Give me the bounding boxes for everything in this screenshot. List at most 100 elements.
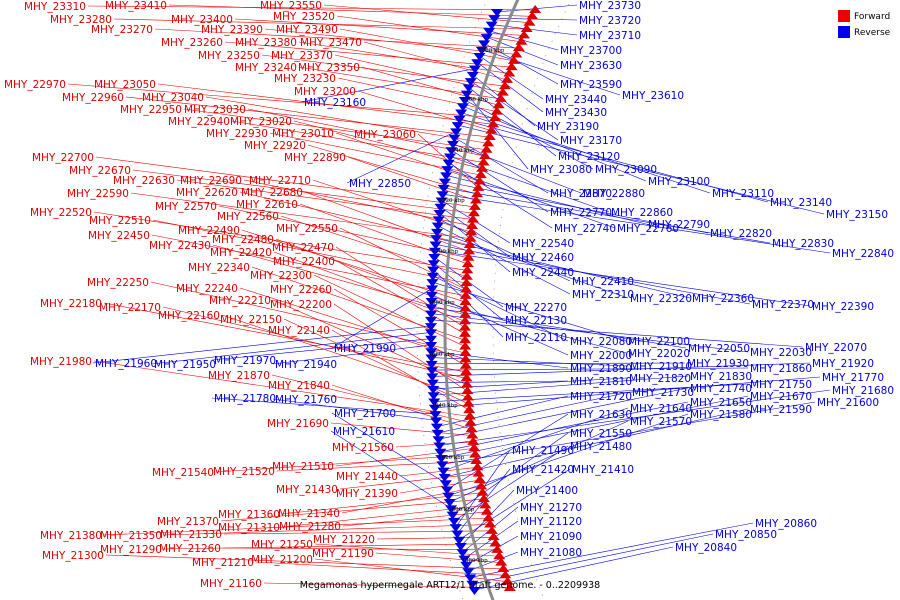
reverse-gene-label[interactable]: MHY_22760 — [617, 223, 679, 235]
reverse-gene-label[interactable]: MHY_22030 — [750, 347, 812, 359]
reverse-gene-label[interactable]: MHY_22100 — [628, 336, 690, 348]
reverse-gene-label[interactable]: MHY_22740 — [554, 223, 616, 235]
forward-gene-label[interactable]: MHY_22260 — [270, 284, 332, 296]
forward-gene-label[interactable]: MHY_22430 — [149, 240, 211, 252]
reverse-gene-label[interactable]: MHY_21680 — [832, 385, 894, 397]
forward-gene-label[interactable]: MHY_22670 — [69, 165, 131, 177]
forward-gene-label[interactable]: MHY_22210 — [209, 295, 271, 307]
forward-gene-label[interactable]: MHY_22340 — [188, 262, 250, 274]
forward-gene-label[interactable]: MHY_22520 — [30, 207, 92, 219]
reverse-gene-label[interactable]: MHY_22050 — [688, 343, 750, 355]
forward-gene-label[interactable]: MHY_22300 — [250, 270, 312, 282]
reverse-gene-label[interactable]: MHY_22440 — [512, 267, 574, 279]
forward-gene-label[interactable]: MHY_21340 — [278, 508, 340, 520]
forward-gene-label[interactable]: MHY_22170 — [99, 302, 161, 314]
forward-gene-label[interactable]: MHY_23400 — [171, 14, 233, 26]
reverse-gene-label[interactable]: MHY_22390 — [812, 301, 874, 313]
reverse-gene-label[interactable]: MHY_22020 — [628, 348, 690, 360]
reverse-gene-label[interactable]: MHY_22310 — [572, 289, 634, 301]
forward-gene-label[interactable]: MHY_21540 — [152, 467, 214, 479]
forward-gene-label[interactable]: MHY_22960 — [62, 92, 124, 104]
forward-gene-label[interactable]: MHY_22890 — [284, 152, 346, 164]
forward-gene-label[interactable]: MHY_21560 — [332, 442, 394, 454]
reverse-gene-label[interactable]: MHY_22270 — [505, 302, 567, 314]
forward-gene-label[interactable]: MHY_22620 — [176, 187, 238, 199]
reverse-gene-label[interactable]: MHY_23090 — [595, 164, 657, 176]
reverse-gene-label[interactable]: MHY_21400 — [516, 485, 578, 497]
forward-gene-label[interactable]: MHY_23270 — [91, 24, 153, 36]
forward-gene-label[interactable]: MHY_22560 — [217, 211, 279, 223]
reverse-gene-label[interactable]: MHY_21700 — [334, 408, 396, 420]
forward-gene-label[interactable]: MHY_21210 — [192, 557, 254, 569]
forward-gene-label[interactable]: MHY_22180 — [40, 298, 102, 310]
reverse-gene-label[interactable]: MHY_21920 — [812, 358, 874, 370]
forward-gene-label[interactable]: MHY_23010 — [272, 128, 334, 140]
forward-gene-label[interactable]: MHY_22680 — [241, 187, 303, 199]
forward-gene-label[interactable]: MHY_21190 — [312, 548, 374, 560]
forward-gene-label[interactable]: MHY_23470 — [300, 37, 362, 49]
forward-gene-label[interactable]: MHY_23310 — [24, 1, 86, 13]
reverse-gene-label[interactable]: MHY_22320 — [630, 293, 692, 305]
reverse-gene-label[interactable]: MHY_23120 — [558, 151, 620, 163]
forward-gene-label[interactable]: MHY_22550 — [276, 223, 338, 235]
reverse-gene-label[interactable]: MHY_21760 — [275, 394, 337, 406]
reverse-gene-label[interactable]: MHY_21740 — [690, 383, 752, 395]
reverse-gene-label[interactable]: MHY_22790 — [648, 219, 710, 231]
forward-gene-label[interactable]: MHY_21280 — [279, 521, 341, 533]
reverse-gene-label[interactable]: MHY_22880 — [583, 188, 645, 200]
reverse-gene-label[interactable]: MHY_20850 — [715, 529, 777, 541]
reverse-gene-label[interactable]: MHY_21610 — [333, 426, 395, 438]
forward-gene-label[interactable]: MHY_23280 — [50, 14, 112, 26]
forward-gene-label[interactable]: MHY_22920 — [244, 140, 306, 152]
reverse-gene-label[interactable]: MHY_21830 — [690, 371, 752, 383]
forward-gene-label[interactable]: MHY_21520 — [213, 466, 275, 478]
reverse-gene-label[interactable]: MHY_23630 — [560, 60, 622, 72]
forward-gene-label[interactable]: MHY_22140 — [268, 325, 330, 337]
forward-gene-label[interactable]: MHY_22590 — [67, 188, 129, 200]
reverse-gene-label[interactable]: MHY_21810 — [570, 376, 632, 388]
reverse-gene-label[interactable]: MHY_20860 — [755, 518, 817, 530]
forward-gene-label[interactable]: MHY_23260 — [161, 37, 223, 49]
forward-gene-label[interactable]: MHY_23050 — [94, 79, 156, 91]
forward-gene-label[interactable]: MHY_23240 — [235, 62, 297, 74]
forward-gene-label[interactable]: MHY_22510 — [89, 215, 151, 227]
reverse-gene-label[interactable]: MHY_21410 — [572, 464, 634, 476]
forward-gene-label[interactable]: MHY_21370 — [157, 516, 219, 528]
reverse-gene-label[interactable]: MHY_21890 — [570, 363, 632, 375]
reverse-gene-label[interactable]: MHY_23730 — [579, 0, 641, 12]
reverse-gene-label[interactable]: MHY_21730 — [632, 387, 694, 399]
reverse-gene-label[interactable]: MHY_23590 — [560, 79, 622, 91]
reverse-gene-label[interactable]: MHY_21950 — [154, 359, 216, 371]
forward-gene-label[interactable]: MHY_23380 — [235, 37, 297, 49]
forward-gene-label[interactable]: MHY_22250 — [87, 277, 149, 289]
forward-gene-label[interactable]: MHY_21300 — [42, 550, 104, 562]
reverse-gene-label[interactable]: MHY_21590 — [750, 404, 812, 416]
forward-gene-label[interactable]: MHY_22570 — [155, 201, 217, 213]
reverse-gene-label[interactable]: MHY_22360 — [692, 293, 754, 305]
reverse-gene-label[interactable]: MHY_23100 — [648, 176, 710, 188]
forward-gene-label[interactable]: MHY_22970 — [4, 79, 66, 91]
reverse-gene-label[interactable]: MHY_21420 — [512, 464, 574, 476]
reverse-gene-label[interactable]: MHY_21550 — [570, 428, 632, 440]
forward-gene-label[interactable]: MHY_23040 — [142, 92, 204, 104]
reverse-gene-label[interactable]: MHY_21120 — [520, 516, 582, 528]
forward-gene-label[interactable]: MHY_22490 — [178, 225, 240, 237]
forward-gene-label[interactable]: MHY_21360 — [218, 509, 280, 521]
reverse-gene-label[interactable]: MHY_22370 — [752, 299, 814, 311]
reverse-gene-label[interactable]: MHY_23160 — [304, 97, 366, 109]
reverse-gene-label[interactable]: MHY_22820 — [710, 228, 772, 240]
reverse-gene-label[interactable]: MHY_22110 — [505, 332, 567, 344]
reverse-gene-label[interactable]: MHY_21650 — [690, 397, 752, 409]
forward-gene-label[interactable]: MHY_21690 — [267, 418, 329, 430]
forward-gene-label[interactable]: MHY_21980 — [30, 356, 92, 368]
reverse-gene-label[interactable]: MHY_21940 — [275, 359, 337, 371]
forward-gene-label[interactable]: MHY_22150 — [220, 314, 282, 326]
reverse-gene-label[interactable]: MHY_22850 — [349, 178, 411, 190]
forward-gene-label[interactable]: MHY_21380 — [40, 530, 102, 542]
reverse-gene-label[interactable]: MHY_21080 — [520, 547, 582, 559]
reverse-gene-label[interactable]: MHY_21570 — [630, 416, 692, 428]
forward-gene-label[interactable]: MHY_22700 — [32, 152, 94, 164]
forward-gene-label[interactable]: MHY_21250 — [251, 539, 313, 551]
forward-gene-label[interactable]: MHY_22940 — [168, 116, 230, 128]
reverse-gene-label[interactable]: MHY_23700 — [560, 45, 622, 57]
